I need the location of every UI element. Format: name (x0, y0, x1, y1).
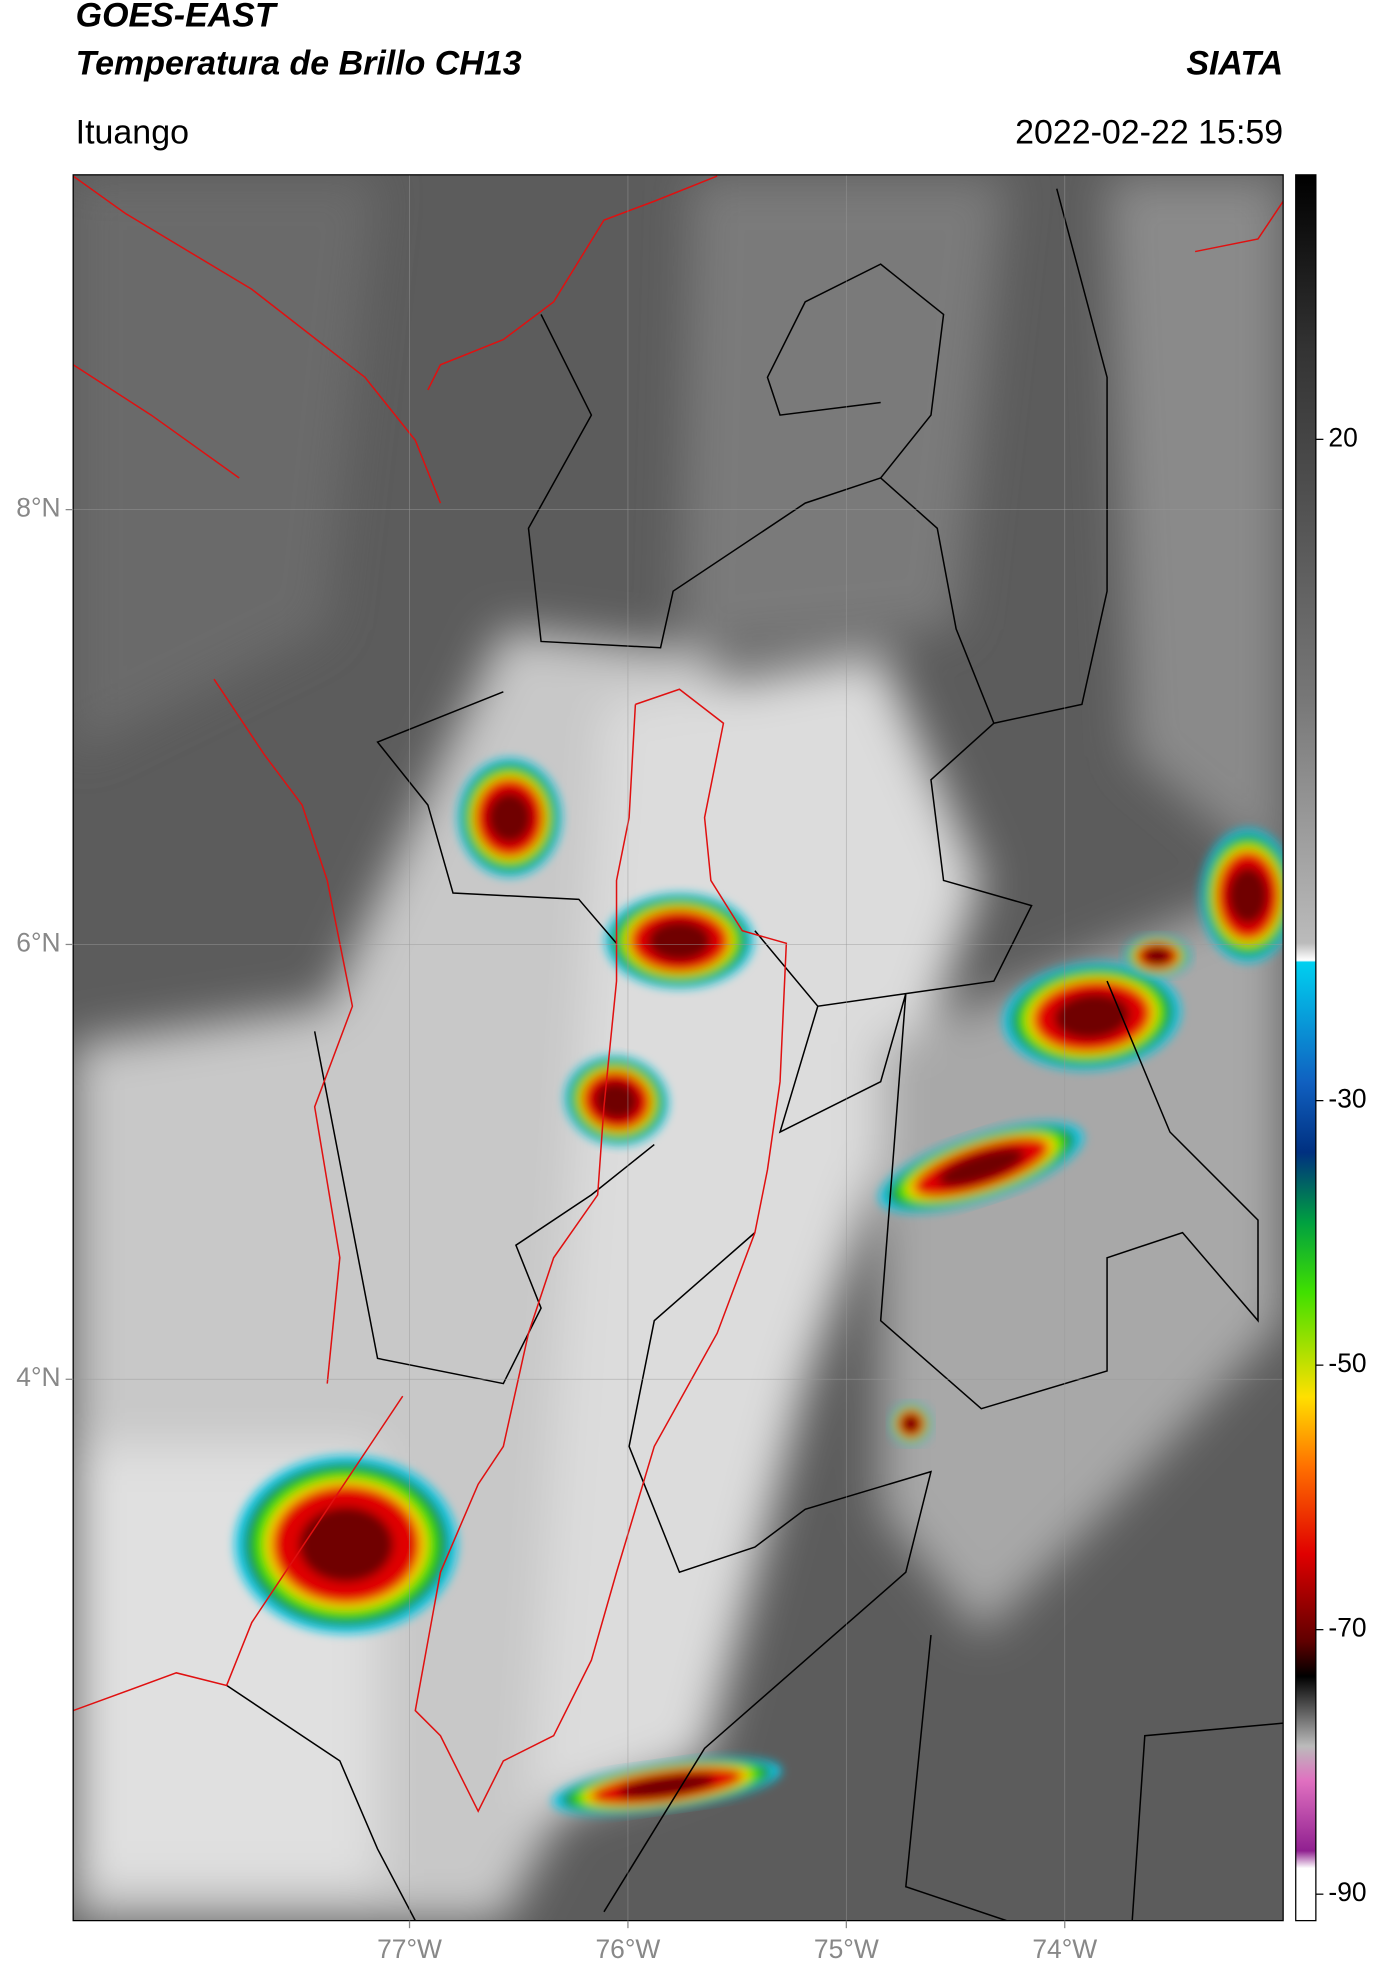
x-tick-label: 75°W (814, 1934, 879, 1964)
storm-cell (564, 1055, 669, 1146)
storm-ring (298, 1506, 394, 1583)
storm-cell (234, 1455, 458, 1634)
storm-cells (234, 758, 1284, 1815)
storm-ring (618, 1773, 716, 1799)
storm-ring (1143, 947, 1172, 965)
title: GOES-EAST (76, 0, 279, 35)
y-tick-label: 6°N (16, 927, 60, 957)
storm-cell (605, 893, 754, 989)
colorbar-tick-label: -70 (1328, 1613, 1366, 1643)
colorbar (1295, 174, 1317, 1922)
borders (73, 175, 1284, 1921)
x-tick-label: 76°W (596, 1934, 661, 1964)
location: Ituango (76, 114, 189, 152)
satellite-image (73, 174, 1284, 1921)
x-tick-label: 77°W (377, 1934, 442, 1964)
storm-ring (1054, 993, 1130, 1040)
graticule (73, 174, 1284, 1921)
map-axes: 77°W 76°W 75°W 74°W 8°N 6°N 4°N (16, 493, 1097, 1964)
map-frame (72, 174, 1284, 1922)
storm-cell (1124, 935, 1191, 977)
y-tick-label: 8°N (16, 493, 60, 523)
colorbar-tick-label: -50 (1328, 1348, 1366, 1378)
source: SIATA (1186, 44, 1283, 82)
storm-cell (890, 1403, 932, 1445)
storm-cell (552, 1757, 782, 1815)
colorbar-tick-label: 20 (1328, 422, 1357, 452)
storm-ring (487, 792, 532, 843)
colorbar-tick-label: -90 (1328, 1877, 1366, 1907)
storm-cell (879, 1121, 1084, 1213)
colorbar-axis: 20 -30 -50 -70 -90 (1315, 422, 1367, 1907)
subtitle: Temperatura de Brillo CH13 (76, 44, 522, 82)
x-tick-label: 74°W (1032, 1934, 1097, 1964)
storm-ring (902, 1415, 920, 1433)
storm-ring (647, 920, 711, 961)
y-tick-label: 4°N (16, 1362, 60, 1392)
storm-cell (457, 758, 562, 877)
storm-cell (1003, 962, 1181, 1071)
datetime: 2022-02-22 15:59 (1015, 114, 1283, 152)
storm-ring (938, 1148, 1025, 1187)
colorbar-tick-label: -30 (1328, 1084, 1366, 1114)
storm-cell (1200, 828, 1284, 963)
storm-ring (1227, 867, 1269, 924)
